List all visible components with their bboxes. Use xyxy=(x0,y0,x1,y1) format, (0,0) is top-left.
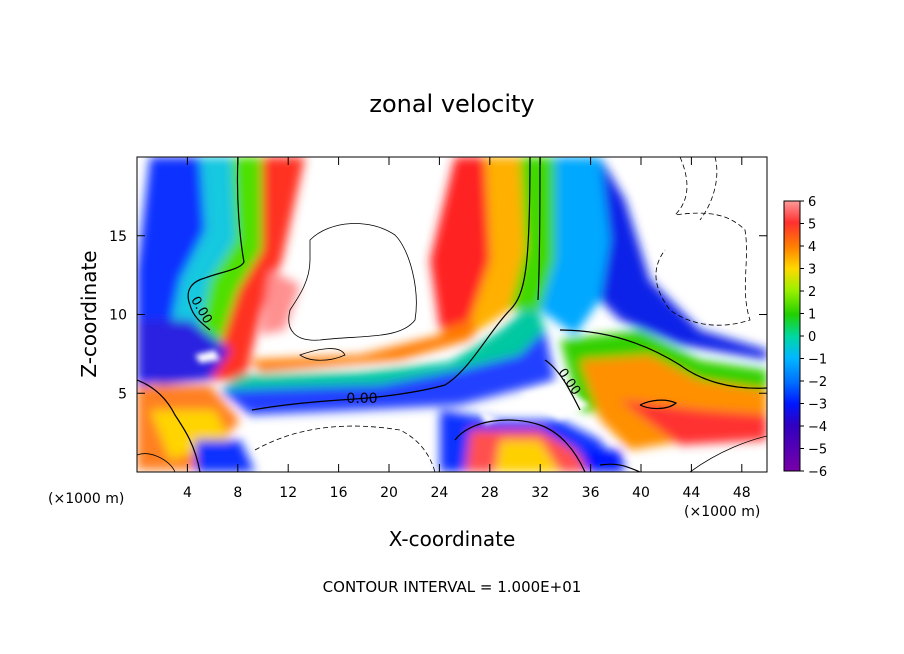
y-tick-label: 5 xyxy=(118,386,127,402)
x-tick-label: 8 xyxy=(233,485,242,501)
x-axis: 4 8 12 16 20 24 28 32 36 40 44 48 xyxy=(183,157,751,501)
velocity-field xyxy=(137,157,767,472)
y-tick-label: 15 xyxy=(109,229,127,245)
colorbar-tick-label: −5 xyxy=(808,443,827,458)
x-tick-label: 36 xyxy=(582,485,600,501)
colorbar-tick-label: −6 xyxy=(808,465,827,480)
colorbar-tick-label: −2 xyxy=(808,375,827,390)
x-axis-title: X-coordinate xyxy=(389,527,516,551)
colorbar-tick-label: 0 xyxy=(808,330,816,345)
colorbar-tick-label: 5 xyxy=(808,218,816,233)
y-axis-title: Z-coordinate xyxy=(77,250,101,377)
x-tick-label: 32 xyxy=(531,485,549,501)
colorbar-tick-label: −4 xyxy=(808,420,827,435)
colorbar-tick-label: 6 xyxy=(808,195,816,210)
x-tick-label: 24 xyxy=(430,485,448,501)
colorbar-scale xyxy=(783,200,801,472)
contour-lines xyxy=(137,157,767,472)
colorbar: 6 5 4 3 2 1 0 −1 −2 −3 −4 −5 −6 xyxy=(783,195,827,480)
y-tick-label: 10 xyxy=(109,308,127,324)
colorbar-tick-label: 1 xyxy=(808,308,816,323)
x-tick-label: 20 xyxy=(380,485,398,501)
chart-title: zonal velocity xyxy=(369,90,534,118)
x-tick-label: 4 xyxy=(183,485,192,501)
colorbar-tick-label: 3 xyxy=(808,263,816,278)
x-unit-right: (×1000 m) xyxy=(684,504,760,520)
colorbar-tick-label: −3 xyxy=(808,398,827,413)
colorbar-tick-label: 4 xyxy=(808,240,816,255)
x-tick-label: 44 xyxy=(682,485,700,501)
contour-interval-note: CONTOUR INTERVAL = 1.000E+01 xyxy=(323,578,582,596)
contour-label: 0.00 xyxy=(346,391,377,407)
x-tick-label: 48 xyxy=(733,485,751,501)
colorbar-tick-label: −1 xyxy=(808,353,827,368)
x-tick-label: 40 xyxy=(632,485,650,501)
x-tick-label: 16 xyxy=(330,485,348,501)
x-tick-label: 28 xyxy=(481,485,499,501)
x-unit-left: (×1000 m) xyxy=(48,491,124,507)
y-axis: 5 10 15 xyxy=(109,229,767,402)
colorbar-tick-label: 2 xyxy=(808,285,816,300)
x-tick-label: 12 xyxy=(279,485,297,501)
